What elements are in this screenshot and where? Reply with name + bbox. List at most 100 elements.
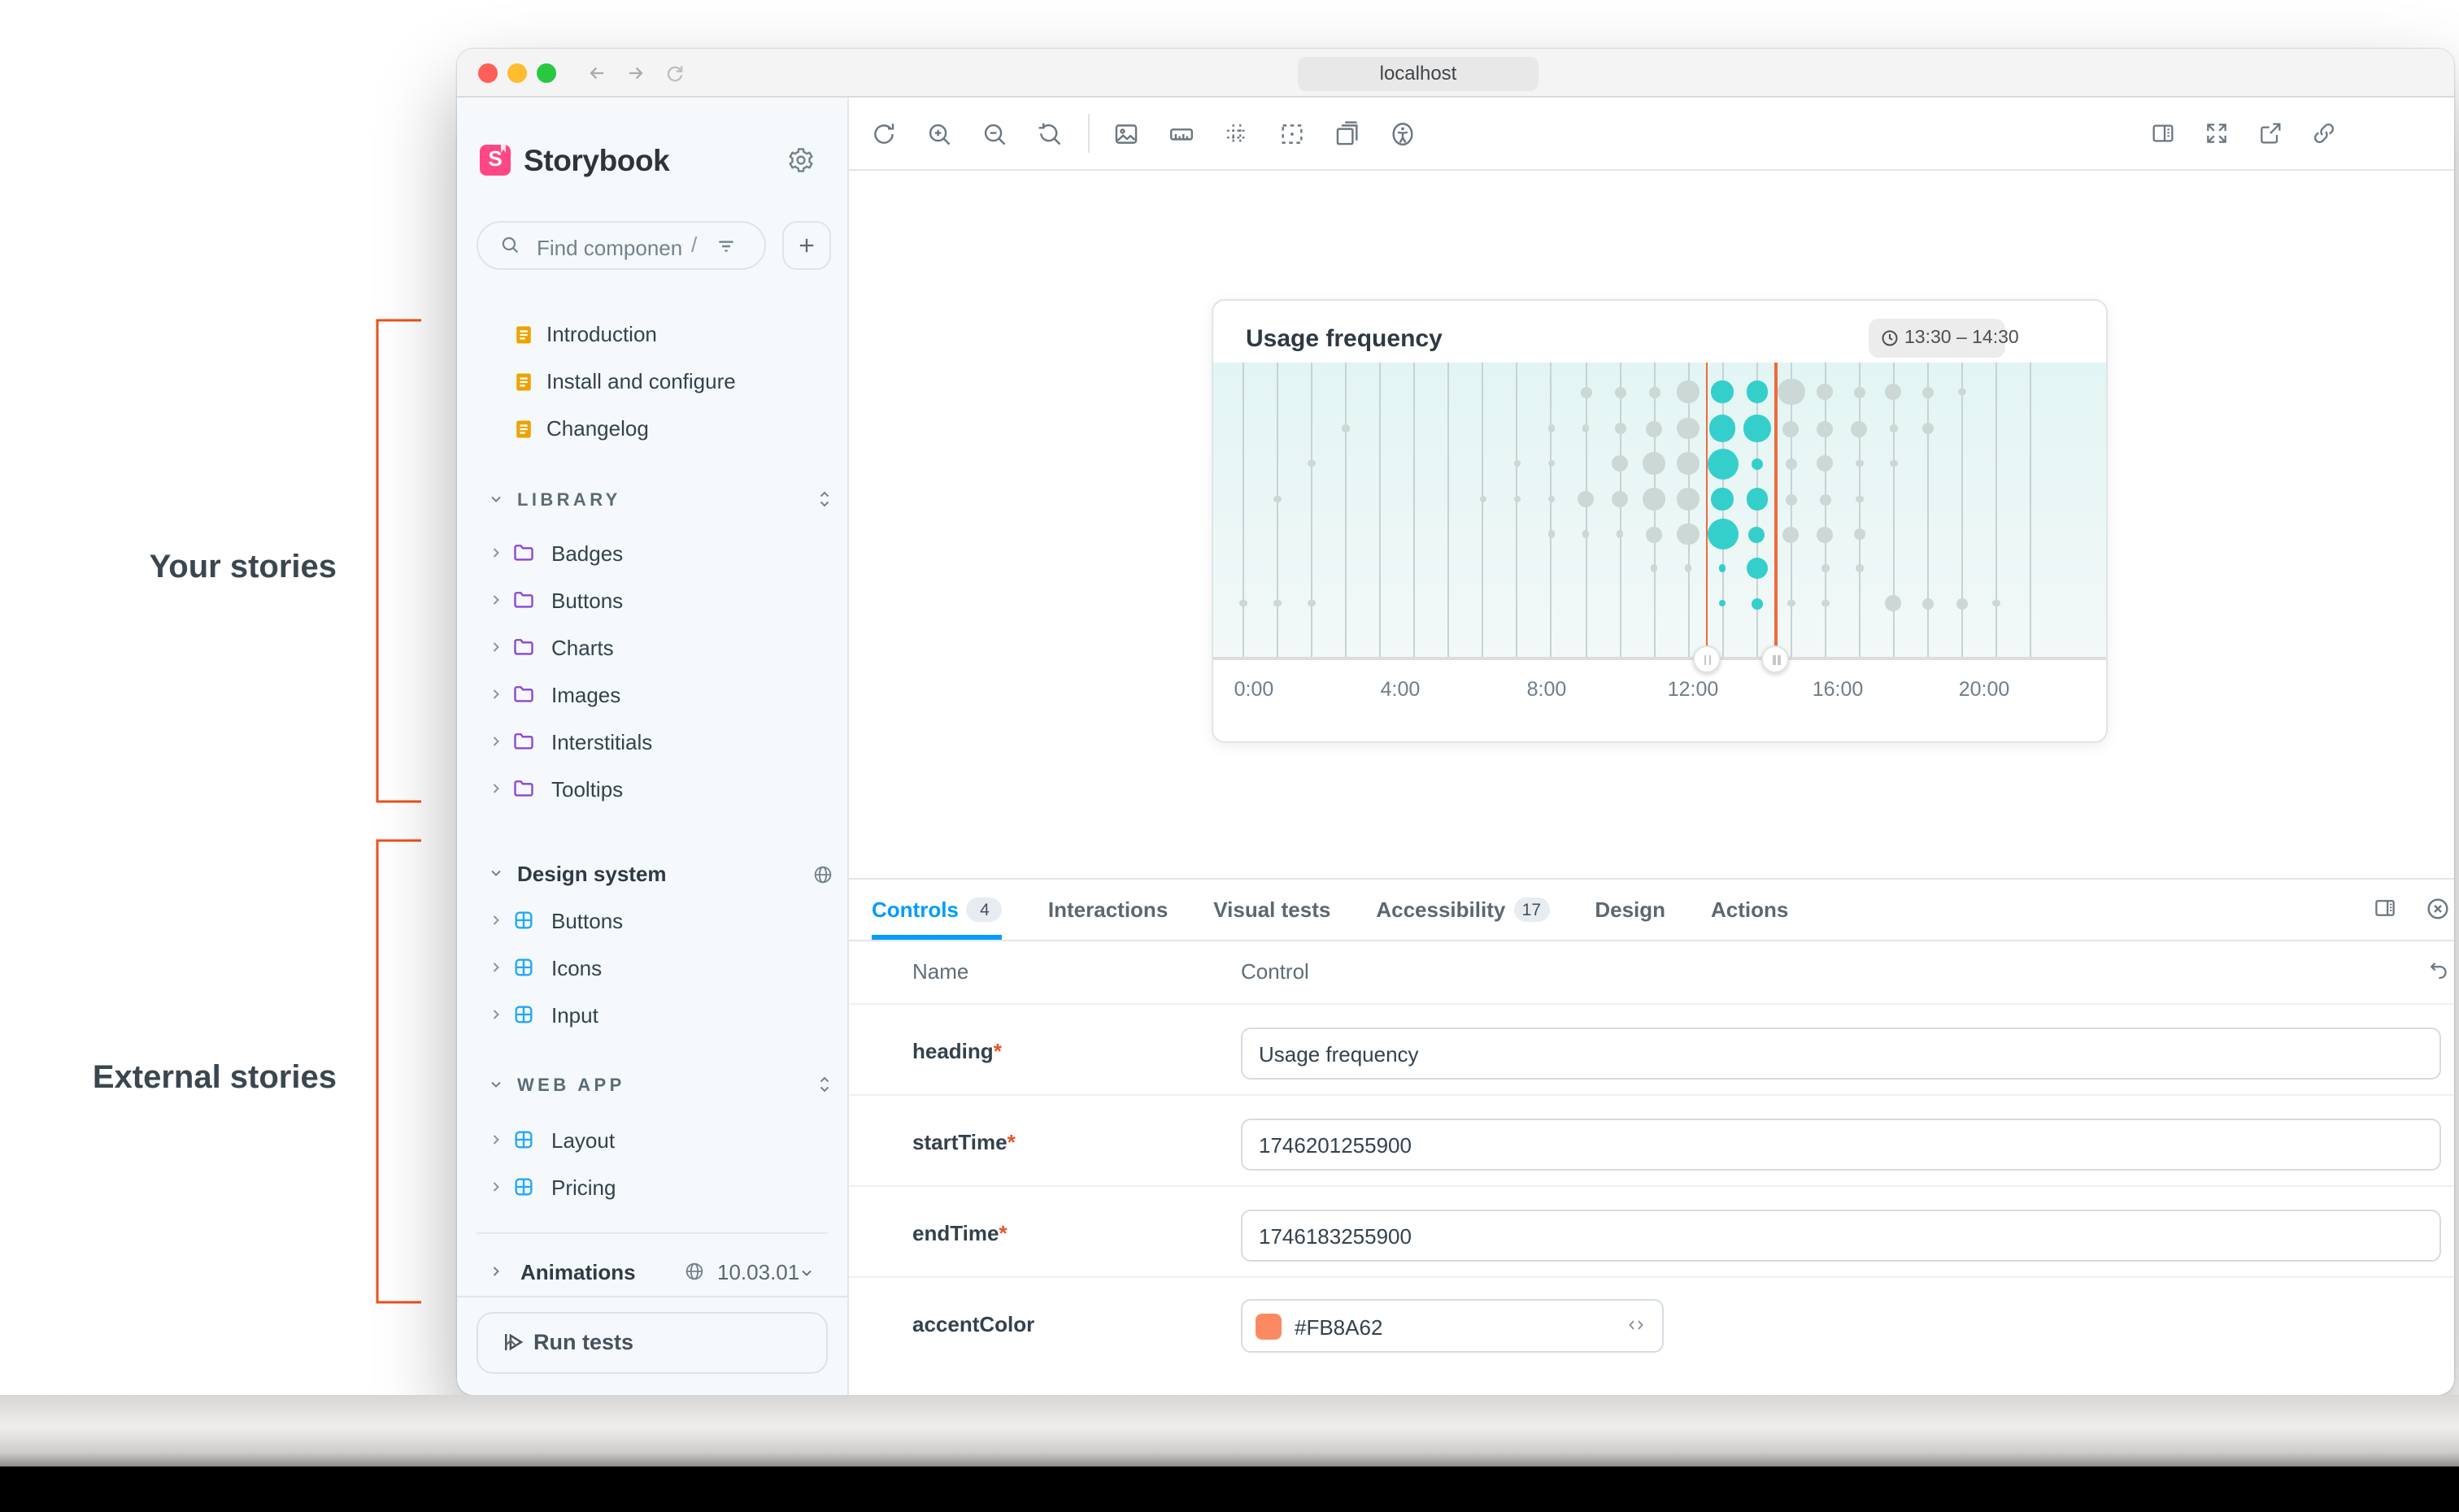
folder-icon: [512, 541, 535, 564]
close-button[interactable]: [478, 63, 498, 83]
data-bubble: [1614, 423, 1626, 434]
gridline: [1379, 363, 1382, 657]
panel-orientation-icon[interactable]: [2373, 896, 2397, 920]
document-icon: [512, 323, 535, 345]
sidebar-item-icons[interactable]: Icons: [457, 944, 847, 991]
panel-layout-button[interactable]: [2135, 98, 2189, 169]
fullscreen-button[interactable]: [2189, 98, 2243, 169]
sidebar-item-library[interactable]: LIBRARY: [457, 476, 847, 523]
outline-button[interactable]: [1264, 98, 1320, 169]
reload-icon[interactable]: [664, 62, 686, 85]
chevron-down-icon: [488, 864, 504, 880]
required-asterisk: *: [999, 1221, 1008, 1245]
accessibility-button[interactable]: [1375, 98, 1430, 169]
background-icon: [1112, 119, 1140, 147]
sidebar-item-changelog[interactable]: Changelog: [457, 405, 847, 452]
chevron-right-icon: [488, 1178, 504, 1194]
collapse-all-icon[interactable]: [815, 1074, 834, 1093]
data-bubble: [1785, 458, 1797, 469]
filter-icon[interactable]: [716, 236, 737, 257]
zoom-in-button[interactable]: [912, 98, 967, 169]
data-bubble: [1746, 488, 1768, 511]
collapse-all-icon[interactable]: [815, 489, 834, 508]
run-tests-label: Run tests: [533, 1330, 634, 1354]
sidebar-item-buttons[interactable]: Buttons: [457, 576, 847, 623]
data-bubble: [1677, 380, 1700, 403]
search-input[interactable]: [533, 226, 686, 268]
sidebar-item-web-app[interactable]: WEB APP: [457, 1061, 847, 1108]
zoom-reset-button[interactable]: [1022, 98, 1077, 169]
x-axis-tick-label: 12:00: [1667, 678, 1719, 701]
tab-accessibility[interactable]: Accessibility 17: [1376, 880, 1550, 940]
chevron-up-icon[interactable]: [501, 1333, 807, 1353]
data-bubble: [1746, 380, 1768, 403]
external-stories-bracket: [376, 839, 421, 1304]
gear-icon[interactable]: [787, 146, 815, 174]
close-panel-icon[interactable]: [2425, 896, 2451, 922]
background-button[interactable]: [1099, 98, 1154, 169]
sidebar-item-install-and-configure[interactable]: Install and configure: [457, 358, 847, 405]
ruler-button[interactable]: [1154, 98, 1209, 169]
endTime-input[interactable]: [1241, 1210, 2441, 1262]
sidebar-item-animations[interactable]: Animations 10.03.01: [457, 1248, 847, 1295]
reset-controls-icon[interactable]: [2426, 958, 2451, 982]
data-bubble: [1513, 495, 1521, 503]
sidebar-item-input[interactable]: Input: [457, 991, 847, 1038]
grid-button[interactable]: [1209, 98, 1264, 169]
sidebar-item-interstitials[interactable]: Interstitials: [457, 718, 847, 765]
data-bubble: [1922, 423, 1934, 434]
heading-input[interactable]: [1241, 1028, 2441, 1080]
link-button[interactable]: [2296, 98, 2350, 169]
forward-icon[interactable]: [625, 62, 647, 85]
sidebar-item-images[interactable]: Images: [457, 671, 847, 718]
tab-visual-tests[interactable]: Visual tests: [1213, 880, 1330, 940]
tab-interactions[interactable]: Interactions: [1048, 880, 1168, 940]
tab-label: Visual tests: [1213, 897, 1331, 922]
sidebar-item-charts[interactable]: Charts: [457, 623, 847, 671]
sidebar-item-badges[interactable]: Badges: [457, 529, 847, 576]
sidebar-item-pricing[interactable]: Pricing: [457, 1163, 847, 1210]
sidebar-item-layout[interactable]: Layout: [457, 1116, 847, 1163]
data-bubble: [1342, 424, 1350, 432]
startTime-input[interactable]: [1241, 1119, 2441, 1171]
sidebar-tree: Introduction Install and configure Changel…: [457, 311, 847, 1295]
search-box[interactable]: /: [477, 221, 766, 270]
run-tests-button[interactable]: Run tests: [477, 1312, 828, 1374]
data-bubble: [1718, 599, 1726, 607]
remount-button[interactable]: [856, 98, 912, 169]
address-bar[interactable]: localhost: [1298, 56, 1539, 90]
fullscreen-icon: [2203, 120, 2229, 146]
sidebar-item-design-system[interactable]: Design system: [457, 849, 847, 897]
tab-label: Design: [1595, 897, 1666, 922]
zoom-out-button[interactable]: [967, 98, 1022, 169]
zoom-button[interactable]: [537, 63, 556, 83]
selection-handle-end[interactable]: [1761, 645, 1789, 673]
open-external-button[interactable]: [2243, 98, 2296, 169]
browser-window: localhost S Storybook / Introduc: [457, 49, 2454, 1395]
tab-controls[interactable]: Controls 4: [872, 880, 1003, 940]
accentColor-picker[interactable]: #FB8A62: [1241, 1299, 1664, 1353]
tab-actions[interactable]: Actions: [1711, 880, 1788, 940]
data-bubble: [1817, 384, 1834, 400]
data-bubble: [1958, 388, 1966, 396]
usage-frequency-card: Usage frequency 13:30 – 14:30 0:00 4:00 8:…: [1212, 299, 2108, 743]
back-icon[interactable]: [585, 62, 608, 85]
sidebar-item-tooltips[interactable]: Tooltips: [457, 765, 847, 812]
run-tests-icon: [501, 1330, 525, 1354]
tab-design[interactable]: Design: [1595, 880, 1665, 940]
code-icon[interactable]: [1626, 1315, 1646, 1335]
sidebar-item-buttons[interactable]: Buttons: [457, 897, 847, 944]
minimize-button[interactable]: [507, 63, 527, 83]
sidebar-item-introduction[interactable]: Introduction: [457, 311, 847, 358]
stacked-panels-icon: [1334, 119, 1361, 147]
data-bubble: [1643, 488, 1665, 511]
color-hex-value[interactable]: #FB8A62: [1295, 1314, 1383, 1339]
color-swatch[interactable]: [1256, 1314, 1282, 1340]
data-bubble: [1718, 564, 1726, 572]
ref-version[interactable]: 10.03.01: [717, 1259, 800, 1284]
selection-handle-start[interactable]: [1692, 645, 1720, 673]
create-story-button[interactable]: [782, 221, 831, 270]
storybook-logo-icon: S: [480, 145, 511, 176]
stacked-panels-button[interactable]: [1320, 98, 1375, 169]
